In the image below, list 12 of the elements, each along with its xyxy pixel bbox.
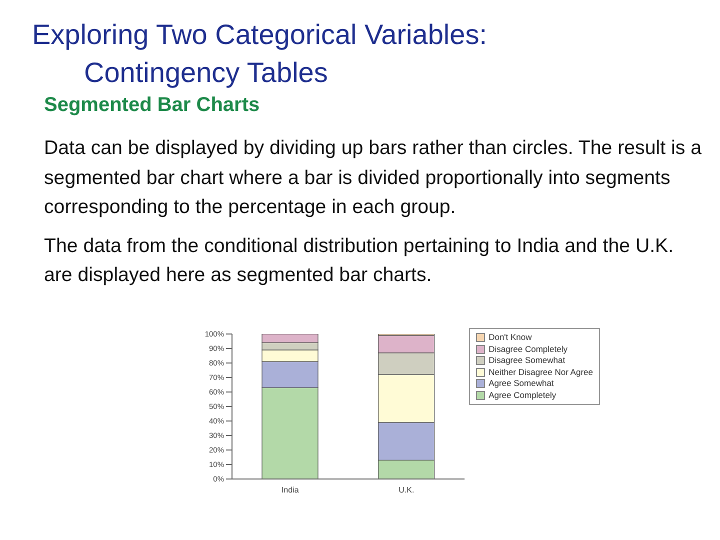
chart-subtitle: Segmented Bar Charts <box>44 94 260 117</box>
legend-label: Neither Disagree Nor Agree <box>488 366 593 378</box>
x-tick-label: U.K. <box>398 486 414 495</box>
legend-label: Disagree Completely <box>488 344 568 355</box>
x-tick-label: India <box>281 486 300 495</box>
chart-title: Exploring Two Categorical Variables: Contingency Tables <box>32 18 487 90</box>
legend-label: Disagree Somewhat <box>488 355 566 366</box>
text: Data can be displayed by dividing up bars rather than circles. The result is a segmented bar chart where a bar is divided proportionally into segments corresponding to the percentage in each group. <box>44 136 702 220</box>
legend-label: Agree Somewhat <box>488 378 555 390</box>
legend-label: Agree Completely <box>488 390 558 401</box>
text: The data from the conditional distribution pertaining to India and the U.K. are displayed here as segmented bar charts. <box>44 234 675 288</box>
legend-label: Don't Know <box>488 332 533 344</box>
